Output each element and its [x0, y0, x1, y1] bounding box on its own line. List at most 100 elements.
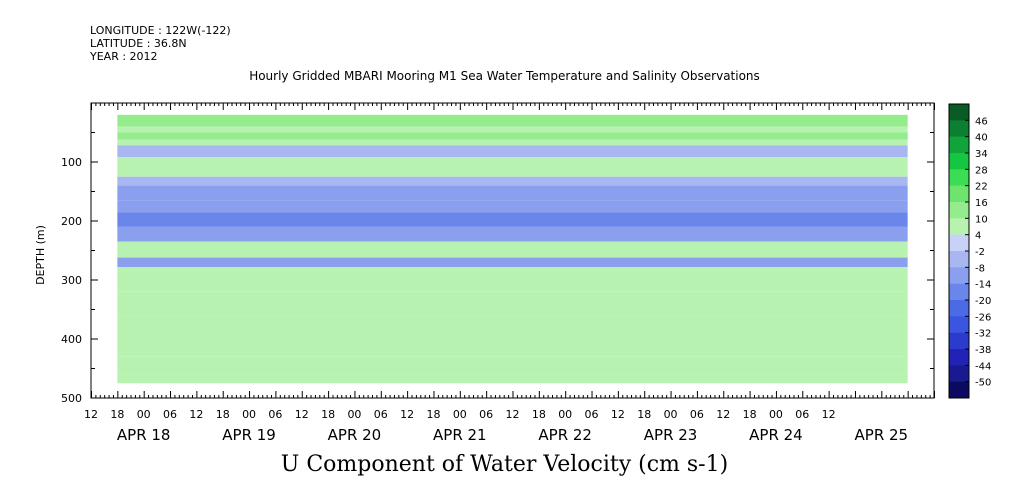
colorbar-label: 46 — [975, 116, 988, 127]
x-day-label: APR 23 — [644, 426, 698, 444]
y-axis: 100 200 300 400 500 — [61, 102, 934, 405]
y-tick-label: 500 — [61, 392, 82, 405]
x-hour-label: 00 — [242, 408, 256, 421]
colorbar-swatch-8 — [949, 234, 969, 252]
heatmap-band-9 — [117, 212, 908, 227]
colorbar-label: -20 — [975, 296, 991, 307]
longitude-label: LONGITUDE : 122W(-122) — [90, 24, 231, 37]
heatmap-band-3 — [117, 139, 908, 146]
colorbar-label: -2 — [975, 247, 985, 258]
x-hour-label: 18 — [637, 408, 651, 421]
heatmap-band-7 — [117, 185, 908, 201]
heatmap-band-18 — [117, 374, 908, 384]
y-tick-label: 200 — [61, 215, 82, 228]
heatmap-band-12 — [117, 257, 908, 268]
colorbar-swatch-2 — [949, 136, 969, 154]
heatmap-band-4 — [117, 145, 908, 158]
x-hour-label: 06 — [163, 408, 177, 421]
colorbar-swatch-13 — [949, 316, 969, 333]
x-axis: 12 18 00 06 12 18 00 06 12 18 00 06 12 18 00 06 12 18 00 06… — [84, 103, 935, 444]
x-hour-label: 06 — [268, 408, 282, 421]
x-hour-label: 12 — [189, 408, 203, 421]
colorbar: 46 40 34 28 22 16 10 4 -2 -8 -14 -20 -26 -32 -38 -44 -50 — [948, 103, 991, 399]
x-day-label: APR 22 — [538, 426, 592, 444]
x-hour-label: 18 — [216, 408, 230, 421]
year-label: YEAR : 2012 — [90, 50, 158, 63]
colorbar-swatch-15 — [949, 349, 969, 366]
x-hour-label: 18 — [532, 408, 546, 421]
colorbar-label: 16 — [975, 198, 988, 209]
colorbar-label: 22 — [975, 182, 988, 193]
colorbar-swatch-4 — [949, 169, 969, 186]
y-tick-label: 100 — [61, 156, 82, 169]
x-hour-label: 12 — [506, 408, 520, 421]
colorbar-swatch-9 — [949, 251, 969, 268]
x-hour-label: 00 — [664, 408, 678, 421]
x-hour-label: 06 — [585, 408, 599, 421]
heatmap-band-0 — [117, 114, 908, 127]
colorbar-swatch-5 — [949, 185, 969, 203]
colorbar-swatch-1 — [949, 120, 969, 137]
colorbar-swatch-7 — [949, 218, 969, 235]
x-hour-label: 12 — [295, 408, 309, 421]
heatmap-band-17 — [117, 356, 908, 375]
colorbar-label: 34 — [975, 149, 988, 160]
x-day-label: APR 21 — [433, 426, 487, 444]
colorbar-swatch-0 — [949, 104, 969, 121]
x-hour-label: 00 — [347, 408, 361, 421]
x-hour-label: 00 — [769, 408, 783, 421]
heatmap-band-2 — [117, 132, 908, 140]
x-day-label: APR 20 — [328, 426, 382, 444]
x-hour-label: 12 — [822, 408, 836, 421]
x-hour-label: 18 — [110, 408, 124, 421]
x-hour-label: 06 — [479, 408, 493, 421]
y-tick-label: 400 — [61, 333, 82, 346]
colorbar-swatch-12 — [949, 300, 969, 317]
x-hour-label: 12 — [400, 408, 414, 421]
x-day-label: APR 24 — [749, 426, 803, 444]
x-hour-label: 00 — [137, 408, 151, 421]
heatmap-band-14 — [117, 291, 908, 316]
colorbar-swatch-3 — [949, 153, 969, 170]
heatmap-band-8 — [117, 200, 908, 213]
x-hour-label: 00 — [453, 408, 467, 421]
chart-title: Hourly Gridded MBARI Mooring M1 Sea Wate… — [249, 69, 760, 83]
x-hour-label: 06 — [690, 408, 704, 421]
x-hour-label: 06 — [374, 408, 388, 421]
x-hour-label: 06 — [795, 408, 809, 421]
colorbar-label: -26 — [975, 312, 991, 323]
x-day-label: APR 25 — [855, 426, 909, 444]
colorbar-label: -8 — [975, 263, 985, 274]
colorbar-swatch-11 — [949, 283, 969, 301]
colorbar-label: -14 — [975, 280, 991, 291]
colorbar-swatch-10 — [949, 267, 969, 284]
x-hour-label: 12 — [716, 408, 730, 421]
latitude-label: LATITUDE : 36.8N — [90, 37, 187, 50]
heatmap-band-13 — [117, 267, 908, 292]
colorbar-swatch-16 — [949, 365, 969, 382]
colorbar-label: -32 — [975, 329, 991, 340]
colorbar-label: -38 — [975, 345, 991, 356]
heatmap-band-5 — [117, 157, 908, 177]
y-axis-label: DEPTH (m) — [34, 225, 47, 285]
x-hour-label: 18 — [321, 408, 335, 421]
x-hour-label: 18 — [426, 408, 440, 421]
colorbar-label: -50 — [975, 378, 991, 389]
x-hour-label: 12 — [84, 408, 98, 421]
heatmap-band-11 — [117, 241, 908, 258]
x-hour-label: 12 — [611, 408, 625, 421]
colorbar-label: 4 — [975, 231, 981, 242]
x-day-label: APR 18 — [117, 426, 171, 444]
colorbar-label: 40 — [975, 133, 988, 144]
y-tick-label: 300 — [61, 274, 82, 287]
x-day-label: APR 19 — [222, 426, 276, 444]
colorbar-swatch-6 — [949, 202, 969, 219]
heatmap-band-1 — [117, 126, 908, 133]
colorbar-swatch-14 — [949, 332, 969, 350]
heatmap-band-6 — [117, 176, 908, 186]
colorbar-label: -44 — [975, 361, 991, 372]
heatmap-band-10 — [117, 226, 908, 242]
x-axis-label: U Component of Water Velocity (cm s-1) — [280, 452, 729, 477]
x-hour-label: 00 — [558, 408, 572, 421]
